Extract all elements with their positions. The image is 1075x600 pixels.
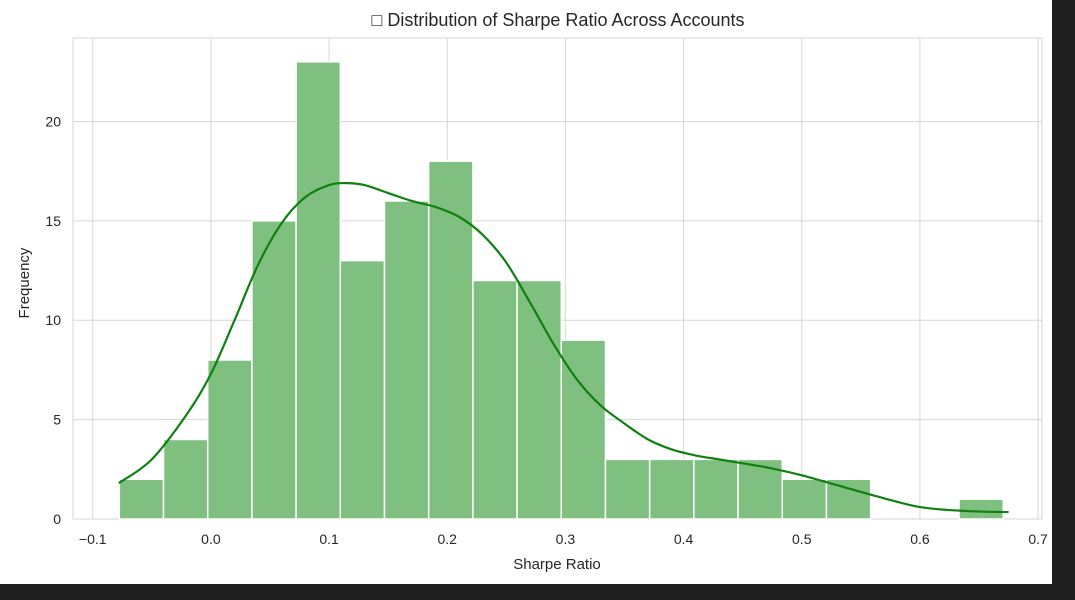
- figure: −0.1 0.0 0.1 0.2 0.3 0.4 0.5 0.6 0.7 0 5 10 15 20 □ …: [0, 0, 1052, 584]
- histogram-bar: [162, 438, 209, 520]
- histogram-chart: −0.1 0.0 0.1 0.2 0.3 0.4 0.5 0.6 0.7 0 5 10 15 20 □ …: [16, 10, 1048, 573]
- histogram-bar: [295, 61, 342, 520]
- y-tick-label: 0: [53, 511, 61, 527]
- x-tick-label: 0.1: [319, 531, 339, 547]
- y-tick-label: 15: [45, 213, 61, 229]
- y-tick-label: 20: [45, 113, 61, 129]
- y-tick-label: 5: [53, 412, 61, 428]
- histogram-bar: [383, 200, 430, 520]
- histogram-bar: [781, 478, 828, 520]
- chart-title: □ Distribution of Sharpe Ratio Across Ac…: [371, 10, 744, 30]
- histogram-bar: [427, 160, 474, 520]
- histogram-bar: [206, 359, 253, 520]
- histogram-bar: [251, 220, 297, 520]
- y-tick-label: 10: [45, 312, 61, 328]
- histogram-bar: [825, 478, 872, 520]
- x-tick-label: 0.4: [674, 531, 694, 547]
- x-tick-label: 0.3: [556, 531, 576, 547]
- y-axis-ticks: 0 5 10 15 20: [45, 113, 61, 527]
- histogram-bars: [118, 61, 1004, 520]
- x-tick-label: 0.2: [438, 531, 458, 547]
- x-tick-label: 0.7: [1028, 531, 1048, 547]
- histogram-bar: [516, 279, 563, 520]
- histogram-bar: [472, 279, 518, 520]
- x-tick-label: −0.1: [79, 531, 107, 547]
- x-tick-label: 0.5: [792, 531, 812, 547]
- histogram-bar: [648, 458, 695, 520]
- histogram-bar: [958, 498, 1004, 520]
- x-tick-label: 0.6: [910, 531, 930, 547]
- y-axis-label: Frequency: [16, 247, 33, 318]
- histogram-bar: [604, 458, 651, 520]
- histogram-bar: [693, 458, 739, 520]
- histogram-bar: [560, 339, 607, 520]
- histogram-bar: [118, 478, 165, 520]
- kde-curve: [118, 181, 1009, 514]
- x-tick-label: 0.0: [201, 531, 221, 547]
- x-axis-ticks: −0.1 0.0 0.1 0.2 0.3 0.4 0.5 0.6 0.7: [79, 531, 1048, 547]
- x-axis-label: Sharpe Ratio: [513, 556, 601, 573]
- histogram-bar: [339, 259, 386, 520]
